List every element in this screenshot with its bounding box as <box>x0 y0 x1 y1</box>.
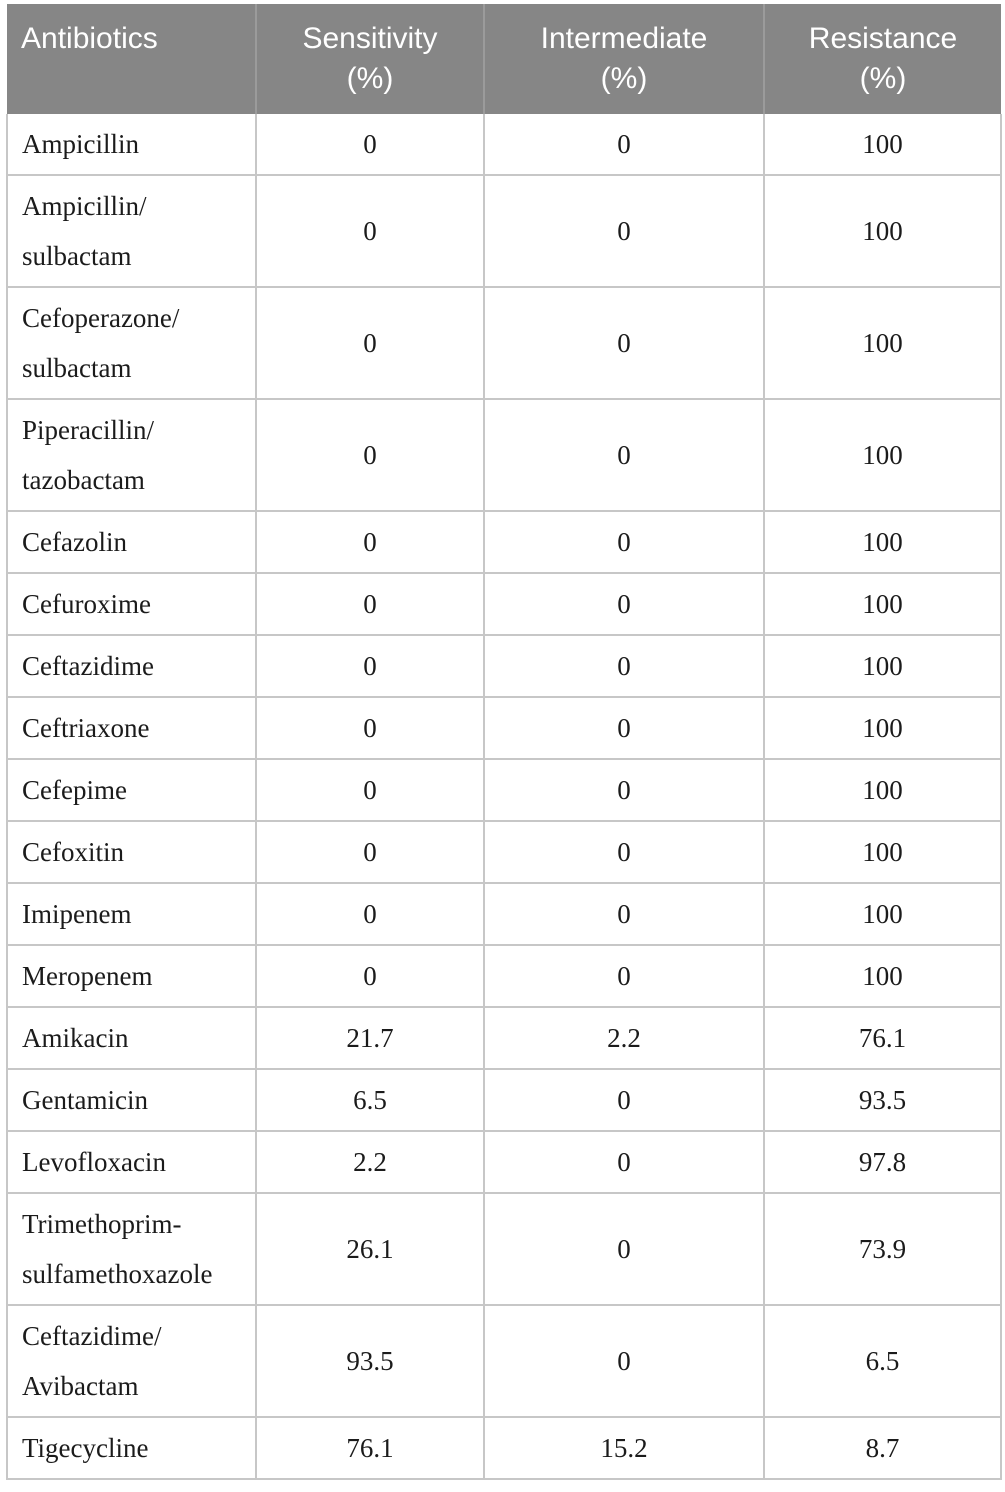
antibiotic-name-cell: Cefoperazone/ sulbactam <box>6 286 257 400</box>
antibiotic-name-cell: Meropenem <box>6 944 257 1008</box>
table-row: Cefuroxime 0 0 100 <box>6 572 1002 636</box>
intermediate-value-cell: 0 <box>483 820 765 884</box>
sensitivity-value-cell: 0 <box>255 944 485 1008</box>
antibiotic-name-cell: Ceftazidime/ Avibactam <box>6 1304 257 1418</box>
intermediate-value-cell: 0 <box>483 510 765 574</box>
intermediate-value-cell: 2.2 <box>483 1006 765 1070</box>
intermediate-value-cell: 0 <box>483 114 765 176</box>
sensitivity-value-cell: 0 <box>255 634 485 698</box>
resistance-value-cell: 100 <box>763 758 1002 822</box>
antibiotic-name-cell: Cefazolin <box>6 510 257 574</box>
sensitivity-value-cell: 0 <box>255 820 485 884</box>
table-row: Piperacillin/ tazobactam 0 0 100 <box>6 398 1002 512</box>
table-row: Ceftazidime 0 0 100 <box>6 634 1002 698</box>
table-row: Cefazolin 0 0 100 <box>6 510 1002 574</box>
intermediate-value-cell: 0 <box>483 286 765 400</box>
table-row: Levofloxacin 2.2 0 97.8 <box>6 1130 1002 1194</box>
sensitivity-value-cell: 76.1 <box>255 1416 485 1480</box>
table-header: Antibiotics Sensitivity (%) Intermediate… <box>7 4 1001 114</box>
table-row: Ceftazidime/ Avibactam 93.5 0 6.5 <box>6 1304 1002 1418</box>
sensitivity-value-cell: 6.5 <box>255 1068 485 1132</box>
table-row: Ampicillin 0 0 100 <box>6 114 1002 176</box>
sensitivity-value-cell: 0 <box>255 174 485 288</box>
column-header-resistance: Resistance (%) <box>763 4 1001 114</box>
table-row: Cefoperazone/ sulbactam 0 0 100 <box>6 286 1002 400</box>
sensitivity-value-cell: 26.1 <box>255 1192 485 1306</box>
antibiotic-susceptibility-table: Antibiotics Sensitivity (%) Intermediate… <box>6 4 1002 1480</box>
table-row: Cefepime 0 0 100 <box>6 758 1002 822</box>
table-row: Imipenem 0 0 100 <box>6 882 1002 946</box>
resistance-value-cell: 100 <box>763 882 1002 946</box>
antibiotic-name-cell: Tigecycline <box>6 1416 257 1480</box>
resistance-value-cell: 73.9 <box>763 1192 1002 1306</box>
intermediate-value-cell: 0 <box>483 634 765 698</box>
table-row: Ceftriaxone 0 0 100 <box>6 696 1002 760</box>
resistance-value-cell: 100 <box>763 398 1002 512</box>
intermediate-value-cell: 0 <box>483 174 765 288</box>
intermediate-value-cell: 0 <box>483 696 765 760</box>
column-header-antibiotics: Antibiotics <box>7 4 256 114</box>
intermediate-value-cell: 0 <box>483 572 765 636</box>
antibiotic-name-cell: Levofloxacin <box>6 1130 257 1194</box>
intermediate-value-cell: 0 <box>483 398 765 512</box>
sensitivity-value-cell: 2.2 <box>255 1130 485 1194</box>
intermediate-value-cell: 0 <box>483 1304 765 1418</box>
antibiotic-susceptibility-table-wrap: Antibiotics Sensitivity (%) Intermediate… <box>6 4 1002 1480</box>
sensitivity-value-cell: 93.5 <box>255 1304 485 1418</box>
resistance-value-cell: 93.5 <box>763 1068 1002 1132</box>
column-header-intermediate: Intermediate (%) <box>483 4 764 114</box>
table-row: Gentamicin 6.5 0 93.5 <box>6 1068 1002 1132</box>
resistance-value-cell: 100 <box>763 944 1002 1008</box>
intermediate-value-cell: 0 <box>483 1192 765 1306</box>
resistance-value-cell: 100 <box>763 696 1002 760</box>
antibiotic-name-cell: Cefuroxime <box>6 572 257 636</box>
sensitivity-value-cell: 0 <box>255 286 485 400</box>
antibiotic-name-cell: Gentamicin <box>6 1068 257 1132</box>
table-row: Amikacin 21.7 2.2 76.1 <box>6 1006 1002 1070</box>
resistance-value-cell: 100 <box>763 572 1002 636</box>
resistance-value-cell: 97.8 <box>763 1130 1002 1194</box>
table-row: Cefoxitin 0 0 100 <box>6 820 1002 884</box>
antibiotic-name-cell: Cefoxitin <box>6 820 257 884</box>
antibiotic-name-cell: Amikacin <box>6 1006 257 1070</box>
antibiotic-name-cell: Piperacillin/ tazobactam <box>6 398 257 512</box>
sensitivity-value-cell: 0 <box>255 510 485 574</box>
antibiotic-name-cell: Ampicillin <box>6 114 257 176</box>
intermediate-value-cell: 15.2 <box>483 1416 765 1480</box>
intermediate-value-cell: 0 <box>483 882 765 946</box>
table-row: Trimethoprim- sulfamethoxazole 26.1 0 73… <box>6 1192 1002 1306</box>
sensitivity-value-cell: 21.7 <box>255 1006 485 1070</box>
column-header-sensitivity: Sensitivity (%) <box>255 4 484 114</box>
sensitivity-value-cell: 0 <box>255 398 485 512</box>
resistance-value-cell: 8.7 <box>763 1416 1002 1480</box>
antibiotic-name-cell: Ceftriaxone <box>6 696 257 760</box>
antibiotic-name-cell: Cefepime <box>6 758 257 822</box>
sensitivity-value-cell: 0 <box>255 572 485 636</box>
sensitivity-value-cell: 0 <box>255 696 485 760</box>
resistance-value-cell: 100 <box>763 174 1002 288</box>
antibiotic-name-cell: Imipenem <box>6 882 257 946</box>
sensitivity-value-cell: 0 <box>255 882 485 946</box>
sensitivity-value-cell: 0 <box>255 758 485 822</box>
intermediate-value-cell: 0 <box>483 1068 765 1132</box>
sensitivity-value-cell: 0 <box>255 114 485 176</box>
resistance-value-cell: 100 <box>763 510 1002 574</box>
resistance-value-cell: 6.5 <box>763 1304 1002 1418</box>
antibiotic-name-cell: Ceftazidime <box>6 634 257 698</box>
header-row: Antibiotics Sensitivity (%) Intermediate… <box>7 4 1001 114</box>
intermediate-value-cell: 0 <box>483 944 765 1008</box>
resistance-value-cell: 100 <box>763 820 1002 884</box>
antibiotic-name-cell: Trimethoprim- sulfamethoxazole <box>6 1192 257 1306</box>
table-body: Ampicillin 0 0 100 Ampicillin/ sulbactam… <box>6 114 1002 1480</box>
resistance-value-cell: 76.1 <box>763 1006 1002 1070</box>
table-row: Ampicillin/ sulbactam 0 0 100 <box>6 174 1002 288</box>
table-row: Tigecycline 76.1 15.2 8.7 <box>6 1416 1002 1480</box>
intermediate-value-cell: 0 <box>483 1130 765 1194</box>
resistance-value-cell: 100 <box>763 634 1002 698</box>
antibiotic-name-cell: Ampicillin/ sulbactam <box>6 174 257 288</box>
table-row: Meropenem 0 0 100 <box>6 944 1002 1008</box>
intermediate-value-cell: 0 <box>483 758 765 822</box>
resistance-value-cell: 100 <box>763 114 1002 176</box>
resistance-value-cell: 100 <box>763 286 1002 400</box>
